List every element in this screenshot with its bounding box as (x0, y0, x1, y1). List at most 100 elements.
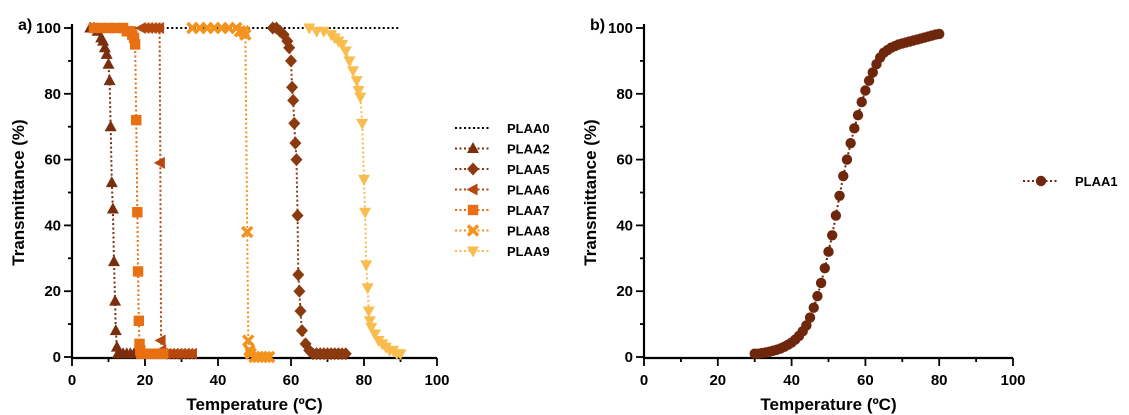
data-point (98, 41, 111, 53)
x-tick-label: 40 (783, 372, 800, 389)
legend-marker (1035, 175, 1047, 187)
legend-marker (467, 204, 479, 216)
x-tick-label: 40 (210, 372, 227, 389)
data-point (292, 268, 305, 282)
y-tick-label: 0 (53, 349, 61, 366)
y-tick-label: 80 (44, 86, 61, 103)
x-axis-title: Temperature (ºC) (186, 395, 322, 414)
data-point (845, 137, 856, 149)
y-tick-label: 60 (616, 152, 633, 169)
y-tick-label: 100 (36, 20, 61, 37)
series-plaa2 (84, 21, 141, 359)
data-point (343, 56, 356, 68)
x-axis-title: Temperature (ºC) (760, 395, 896, 414)
legend-marker (467, 162, 479, 176)
x-tick-label: 100 (424, 372, 449, 389)
legend-entry: PLAA6 (455, 183, 550, 198)
data-point (153, 156, 165, 169)
data-point (801, 320, 812, 331)
data-point (819, 262, 831, 274)
data-point (317, 26, 330, 38)
data-point (812, 290, 823, 302)
data-point (103, 74, 116, 86)
data-point (808, 302, 819, 313)
data-point (153, 22, 165, 34)
data-point (359, 207, 372, 219)
x-tick-label: 20 (137, 372, 154, 389)
x-tick-label: 60 (283, 372, 300, 389)
data-point (830, 210, 842, 221)
data-point (287, 93, 300, 107)
data-point (239, 28, 252, 41)
panel-label: a) (18, 17, 32, 34)
legend-entry: PLAA2 (455, 142, 550, 157)
data-point (863, 75, 875, 86)
data-point (133, 315, 144, 327)
data-point (107, 255, 120, 267)
data-point (365, 322, 378, 334)
axis-lines (70, 24, 437, 360)
data-point (823, 246, 834, 257)
data-point (852, 109, 864, 121)
data-point (834, 190, 845, 201)
data-point (128, 32, 140, 44)
legend-label: PLAA9 (507, 244, 550, 259)
data-point (356, 118, 369, 130)
series-plaa7 (88, 22, 169, 359)
data-point (303, 23, 316, 35)
data-point (362, 306, 375, 318)
data-point (363, 316, 376, 328)
data-point (285, 54, 297, 68)
data-point (158, 348, 169, 359)
data-point (97, 34, 110, 46)
data-point (339, 347, 352, 361)
legend-entry: PLAA9 (455, 244, 550, 259)
y-tick-label: 80 (616, 86, 633, 103)
legend-entry: PLAA5 (455, 162, 550, 177)
chart-panel-b: 0 20 40 60 80 100 0 20 40 60 80 100 Temperature (ºC)… (581, 17, 1118, 414)
data-point (134, 338, 145, 350)
data-point (347, 66, 360, 78)
legend-entry: PLAA8 (455, 224, 550, 239)
series-plaa1 (749, 28, 945, 359)
legend-label: PLAA2 (507, 142, 550, 157)
x-tick-label: 20 (709, 372, 726, 389)
data-point (849, 123, 860, 134)
data-point (109, 294, 122, 306)
data-point (838, 170, 849, 182)
data-point (354, 92, 367, 104)
data-point (358, 174, 370, 186)
data-point (289, 136, 302, 150)
data-point (106, 202, 119, 214)
data-point (360, 260, 373, 272)
data-point (283, 41, 296, 55)
data-point (102, 57, 115, 69)
series-line (93, 27, 164, 355)
data-point (262, 350, 276, 364)
legend-marker (467, 142, 479, 153)
data-point (109, 324, 122, 336)
data-point (350, 76, 363, 88)
data-point (110, 22, 121, 34)
y-tick-label: 100 (608, 20, 633, 37)
data-point (804, 312, 816, 323)
data-point (841, 154, 853, 165)
data-point (867, 67, 878, 78)
data-point (352, 86, 365, 98)
y-tick-label: 40 (44, 217, 61, 234)
x-tick-label: 100 (1000, 372, 1025, 389)
series-line (754, 32, 940, 355)
data-point (154, 334, 166, 347)
chart-panel-a: 0 20 40 60 80 100 0 20 40 60 80 100 Temperature (ºC)… (9, 17, 550, 414)
data-point (860, 85, 871, 96)
x-tick-label: 0 (68, 372, 76, 389)
series-plaa9 (303, 23, 407, 361)
data-point (293, 284, 306, 298)
series-line (192, 27, 270, 358)
data-point (96, 22, 107, 34)
legend-marker (466, 183, 478, 196)
x-tick-label: 80 (356, 372, 373, 389)
data-point (826, 230, 838, 241)
data-point (394, 349, 407, 361)
series-plaa6 (134, 22, 197, 360)
